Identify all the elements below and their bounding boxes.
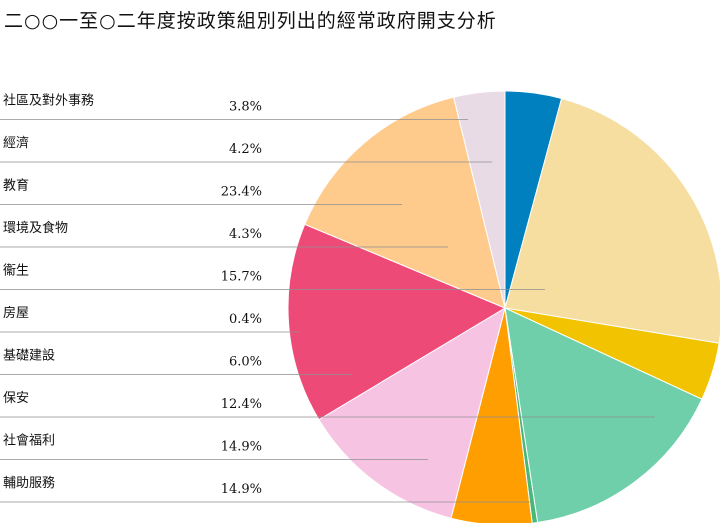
category-label: 基礎建設 bbox=[3, 348, 55, 364]
chart-title: 二○○一至○二年度按政策組別列出的經常政府開支分析 bbox=[4, 10, 497, 32]
pie-slice-10 bbox=[304, 96, 506, 309]
category-label: 房屋 bbox=[3, 305, 29, 321]
category-label: 社區及對外事務 bbox=[3, 93, 94, 109]
pie-slice-8 bbox=[318, 306, 506, 519]
category-label: 衞生 bbox=[3, 264, 29, 279]
category-label: 社會福利 bbox=[3, 433, 55, 449]
value-label: 12.4% bbox=[221, 397, 262, 412]
category-label: 教育 bbox=[3, 178, 29, 194]
category-label: 輔助服務 bbox=[3, 476, 55, 491]
pie-slice-9 bbox=[287, 223, 507, 421]
pie-slice-5 bbox=[504, 307, 703, 523]
category-label: 保安 bbox=[3, 391, 29, 406]
value-label: 6.0% bbox=[229, 355, 262, 370]
value-label: 23.4% bbox=[221, 185, 262, 200]
pie-slice-1 bbox=[453, 90, 506, 309]
value-label: 4.3% bbox=[229, 227, 262, 242]
category-label: 環境及食物 bbox=[3, 220, 68, 236]
value-label: 4.2% bbox=[229, 142, 262, 157]
value-label: 0.4% bbox=[229, 312, 262, 327]
value-label: 3.8% bbox=[229, 100, 262, 115]
category-label: 經濟 bbox=[3, 135, 29, 151]
value-label: 14.9% bbox=[221, 482, 262, 497]
pie-slice-3 bbox=[504, 97, 720, 344]
value-label: 14.9% bbox=[221, 440, 262, 455]
value-label: 15.7% bbox=[221, 270, 262, 285]
pie-slices bbox=[287, 90, 720, 523]
legend-list: 社區及對外事務 3.8% 經濟 4.2% 教育 23.4% 環境及食物 4.3% 衞生 15.7%… bbox=[0, 93, 655, 503]
